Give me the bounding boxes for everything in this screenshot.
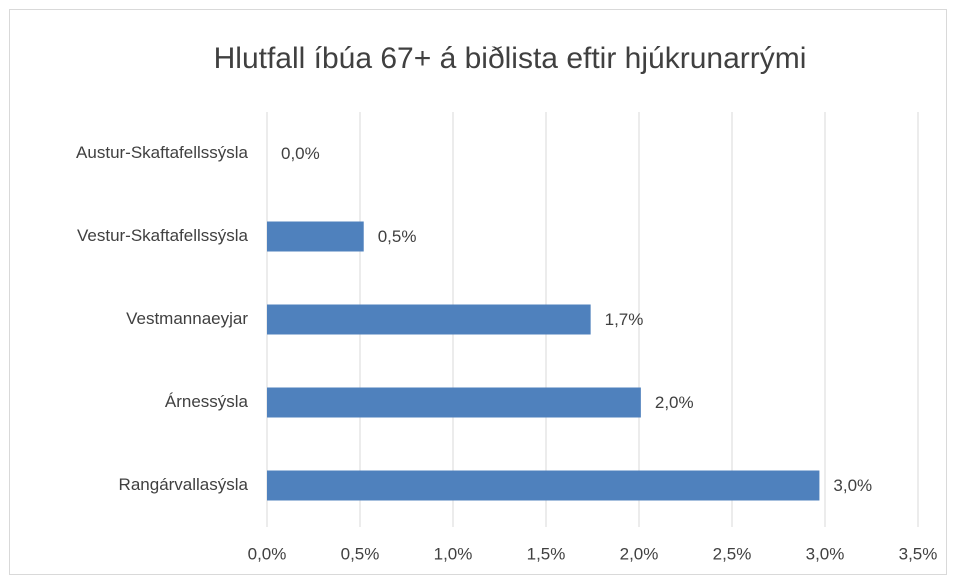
y-tick-label: Rangárvallasýsla xyxy=(119,475,249,494)
value-label: 2,0% xyxy=(655,393,694,412)
x-tick-label: 3,0% xyxy=(806,544,845,563)
bar xyxy=(267,387,641,418)
bar xyxy=(267,304,591,335)
y-tick-label: Árnessýsla xyxy=(165,392,249,411)
value-label: 1,7% xyxy=(605,310,644,329)
x-tick-label: 2,5% xyxy=(713,544,752,563)
y-tick-label: Austur-Skaftafellssýsla xyxy=(76,143,248,162)
value-label: 0,0% xyxy=(281,144,320,163)
x-tick-label: 0,0% xyxy=(248,544,287,563)
value-label: 0,5% xyxy=(378,227,417,246)
bar xyxy=(267,470,820,501)
x-tick-label: 2,0% xyxy=(620,544,659,563)
x-tick-label: 3,5% xyxy=(899,544,938,563)
x-tick-label: 1,5% xyxy=(527,544,566,563)
y-tick-label: Vestmannaeyjar xyxy=(126,309,248,328)
x-tick-label: 0,5% xyxy=(341,544,380,563)
bar xyxy=(267,221,364,252)
chart-title: Hlutfall íbúa 67+ á biðlista eftir hjúkr… xyxy=(214,42,807,75)
x-tick-label: 1,0% xyxy=(434,544,473,563)
y-tick-label: Vestur-Skaftafellssýsla xyxy=(77,226,249,245)
value-label: 3,0% xyxy=(833,476,872,495)
